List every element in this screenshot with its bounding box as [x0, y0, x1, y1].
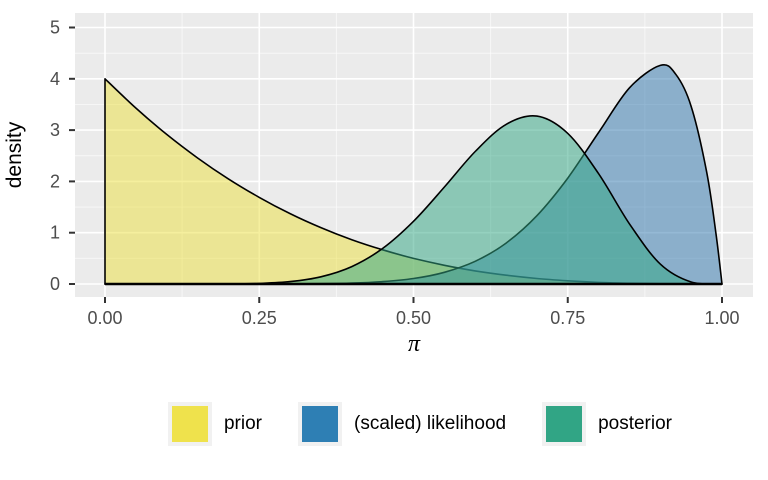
- legend-label-prior: prior: [223, 413, 262, 434]
- y-tick-label: 4: [50, 69, 60, 89]
- y-tick-label: 5: [50, 18, 60, 38]
- legend-item-scaled-likelihood: (scaled) likelihood: [298, 402, 506, 446]
- x-tick-marks: [104, 297, 723, 303]
- y-tick-label: 1: [50, 223, 60, 243]
- legend-item-prior: prior: [167, 402, 262, 446]
- y-tick-labels: 0 1 2 3 4 5: [50, 18, 60, 295]
- x-tick-label: 0.75: [550, 308, 585, 328]
- x-tick-label: 0.00: [87, 308, 122, 328]
- chart-svg: 0.00 0.25 0.50 0.75 1.00 0 1 2 3 4 5 density π: [3, 13, 753, 357]
- x-tick-labels: 0.00 0.25 0.50 0.75 1.00: [87, 308, 739, 328]
- y-tick-label: 0: [50, 274, 60, 294]
- y-tick-label: 2: [50, 171, 60, 191]
- y-tick-label: 3: [50, 120, 60, 140]
- legend: prior (scaled) likelihood posterior: [36, 402, 768, 446]
- x-tick-label: 1.00: [704, 308, 739, 328]
- y-axis-title: density: [3, 121, 26, 188]
- x-tick-label: 0.50: [396, 308, 431, 328]
- x-tick-label: 0.25: [242, 308, 277, 328]
- x-axis-title: π: [408, 331, 421, 357]
- legend-item-posterior: posterior: [542, 402, 672, 446]
- legend-key-posterior: [542, 402, 587, 446]
- legend-label-posterior: posterior: [598, 413, 672, 434]
- legend-label-scaled-likelihood: (scaled) likelihood: [354, 413, 507, 434]
- legend-key-prior: [167, 402, 212, 446]
- legend-key-scaled-likelihood: [298, 402, 342, 446]
- y-tick-marks: [69, 26, 75, 285]
